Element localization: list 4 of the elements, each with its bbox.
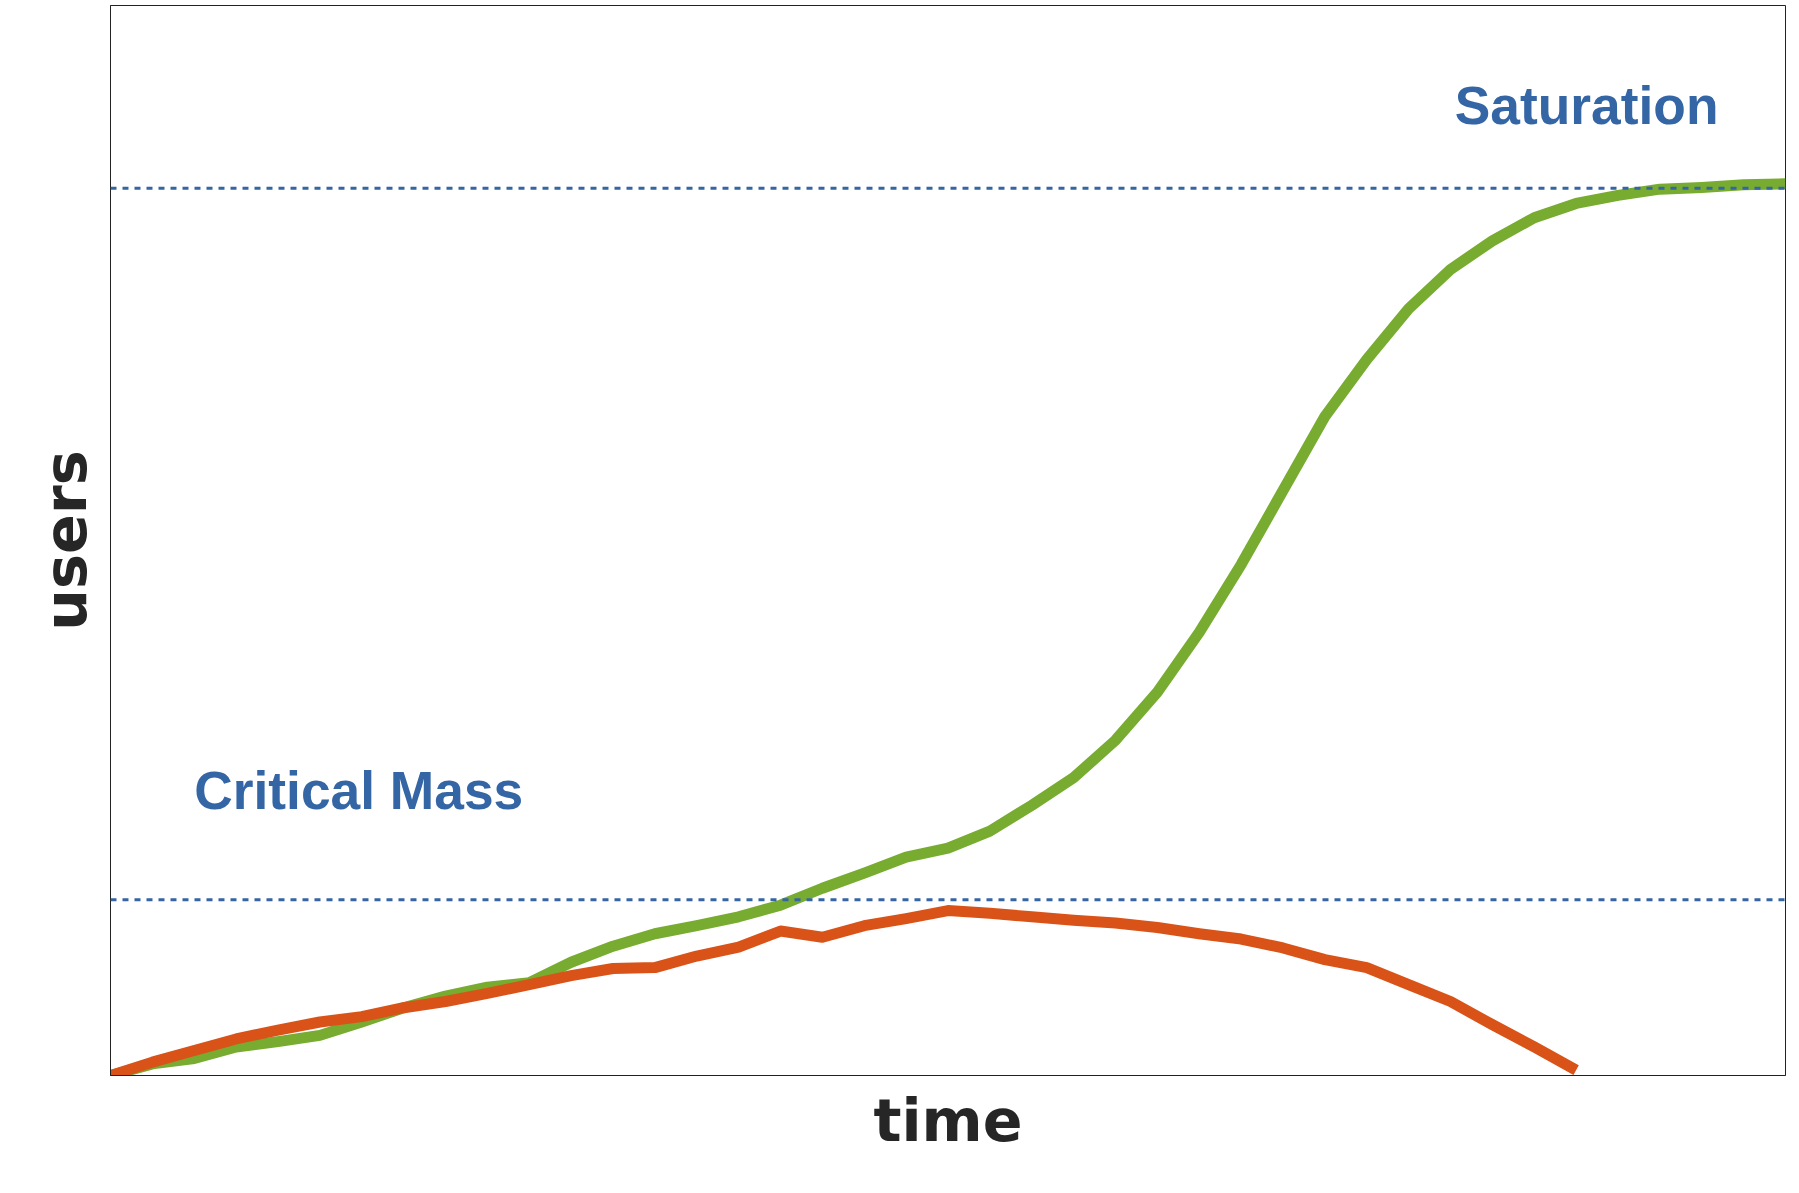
ref-line-label: Critical Mass xyxy=(194,760,524,820)
y-axis-title: users xyxy=(31,450,100,631)
ref-line-label: Saturation xyxy=(1454,75,1719,135)
x-axis-title: time xyxy=(873,1086,1023,1155)
